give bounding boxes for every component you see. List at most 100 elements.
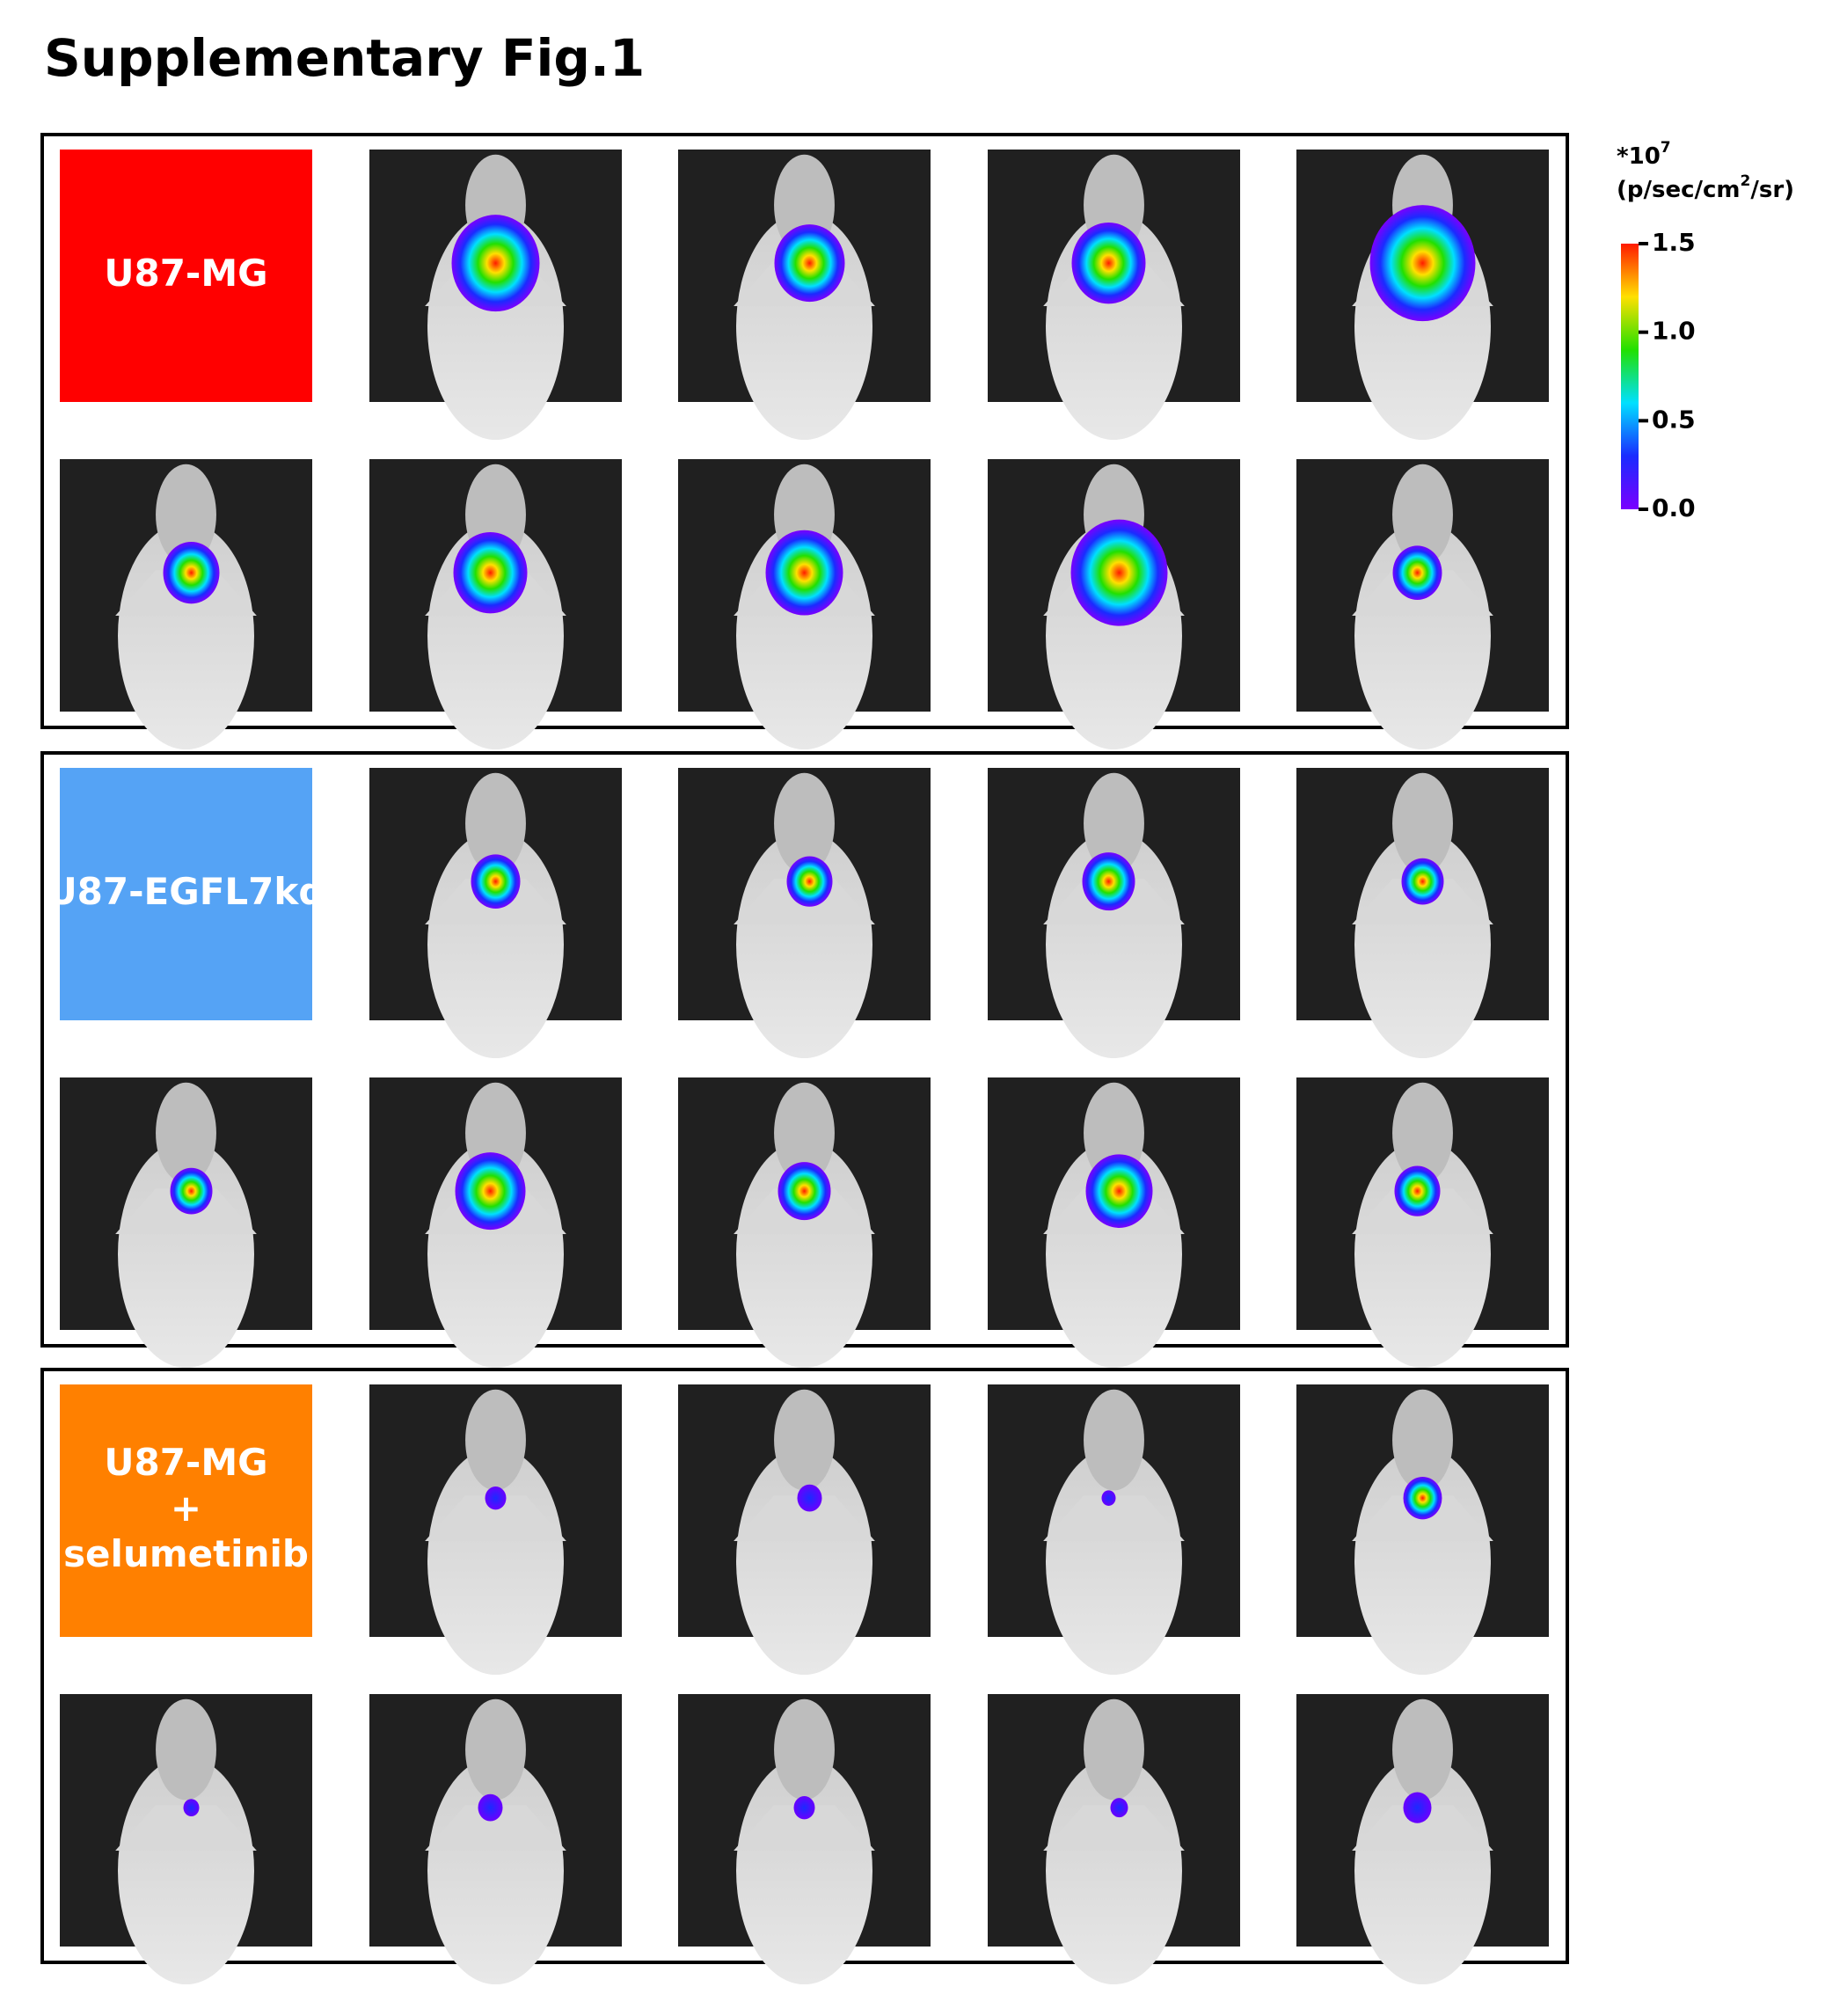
signal-blob <box>786 856 833 907</box>
mouse-image <box>369 768 622 1059</box>
colorbar-gradient <box>1621 244 1639 509</box>
signal-blob <box>797 1484 822 1512</box>
signal-blob <box>1392 545 1442 600</box>
signal-blob <box>1403 1476 1442 1520</box>
mouse-image <box>988 1694 1240 1985</box>
mouse-head <box>156 1082 216 1184</box>
signal-blob <box>1085 1154 1153 1228</box>
figure-title: Supplementary Fig.1 <box>44 28 645 88</box>
mouse-head <box>465 772 526 874</box>
signal-blob <box>1071 222 1146 304</box>
mouse-ears <box>425 1805 566 1851</box>
mouse-image <box>988 768 1240 1059</box>
signal-blob <box>1070 519 1168 626</box>
colorbar: *107 (p/sec/cm2/sr) 1.5 1.0 0.5 0.0 <box>1617 139 1794 522</box>
signal-blob <box>485 1486 507 1510</box>
unit-prefix-sup: 7 <box>1661 139 1671 157</box>
mouse-head <box>774 1389 835 1491</box>
mouse-image <box>988 1384 1240 1676</box>
mouse-ears <box>115 1805 257 1851</box>
mouse-head <box>774 1082 835 1184</box>
colorbar-unit: (p/sec/cm2/sr) <box>1617 172 1794 203</box>
mouse-head <box>1392 772 1453 874</box>
signal-blob <box>451 215 540 312</box>
mouse-image <box>678 150 931 441</box>
signal-blob <box>1082 852 1135 911</box>
signal-blob <box>1401 858 1444 905</box>
panel: U87-EGFL7kd <box>40 751 1569 1369</box>
mouse-image <box>369 150 622 441</box>
mouse-head <box>1392 464 1453 566</box>
signal-blob <box>1369 205 1476 322</box>
panel: U87-MG+selumetinib <box>40 1368 1569 1985</box>
signal-blob <box>777 1162 831 1221</box>
mouse-image <box>1296 459 1549 750</box>
mouse-image <box>678 1077 931 1369</box>
colorbar-tick-label: 0.5 <box>1652 405 1696 434</box>
mouse-head <box>1084 1389 1144 1491</box>
mouse-head <box>1084 772 1144 874</box>
mouse-head <box>774 772 835 874</box>
mouse-image <box>369 1384 622 1676</box>
mouse-image <box>1296 1384 1549 1676</box>
signal-blob <box>455 1152 526 1231</box>
mouse-image <box>988 150 1240 441</box>
group-label: U87-EGFL7kd <box>47 870 325 913</box>
mouse-image <box>369 1077 622 1369</box>
mouse-image <box>678 1694 931 1985</box>
colorbar-tick-label: 1.0 <box>1652 317 1696 346</box>
group-label: + <box>171 1486 201 1530</box>
group-label-box <box>60 150 312 402</box>
signal-blob <box>170 1167 213 1215</box>
signal-blob <box>183 1799 200 1817</box>
mouse-ears <box>734 1495 875 1541</box>
mouse-head <box>156 1698 216 1801</box>
signal-blob <box>478 1793 503 1822</box>
group-label: U87-MG <box>104 1441 267 1484</box>
group-label: selumetinib <box>63 1532 309 1575</box>
group-label-box <box>60 768 312 1020</box>
mouse-head <box>1392 1082 1453 1184</box>
mouse-image <box>1296 1077 1549 1369</box>
colorbar-tick-label: 0.0 <box>1652 493 1696 522</box>
mouse-image <box>60 459 312 750</box>
mouse-head <box>1392 1389 1453 1491</box>
mouse-ears <box>425 1495 566 1541</box>
mouse-ears <box>734 1805 875 1851</box>
mouse-image <box>988 459 1240 750</box>
mouse-image <box>60 1694 312 1985</box>
mouse-ears <box>1352 1805 1493 1851</box>
mouse-image <box>988 1077 1240 1369</box>
unit: (p/sec/cm <box>1617 177 1741 203</box>
mouse-ears <box>1043 1495 1185 1541</box>
mouse-head <box>465 1698 526 1801</box>
signal-blob <box>1403 1792 1432 1823</box>
panel: U87-MG <box>40 133 1569 750</box>
signal-blob <box>1101 1490 1116 1506</box>
signal-blob <box>765 530 843 616</box>
unit-prefix: *10 <box>1617 143 1661 170</box>
mouse-image <box>1296 1694 1549 1985</box>
mouse-image <box>678 459 931 750</box>
signal-blob <box>1110 1798 1128 1818</box>
group-label-box <box>60 1384 312 1637</box>
group-label: U87-MG <box>104 252 267 295</box>
mouse-image <box>1296 150 1549 441</box>
mouse-image <box>1296 768 1549 1059</box>
mouse-head <box>156 464 216 566</box>
signal-blob <box>793 1795 815 1820</box>
mouse-head <box>774 1698 835 1801</box>
mouse-head <box>1084 1698 1144 1801</box>
mouse-image <box>369 1694 622 1985</box>
mouse-image <box>678 1384 931 1676</box>
mouse-head <box>465 1389 526 1491</box>
unit-sup: 2 <box>1741 172 1751 190</box>
mouse-head <box>1392 1698 1453 1801</box>
unit-suffix: /sr) <box>1750 177 1794 203</box>
signal-blob <box>1394 1165 1441 1216</box>
signal-blob <box>471 854 521 909</box>
mouse-image <box>60 1077 312 1369</box>
mouse-image <box>369 459 622 750</box>
colorbar-tick-label: 1.5 <box>1652 228 1696 257</box>
